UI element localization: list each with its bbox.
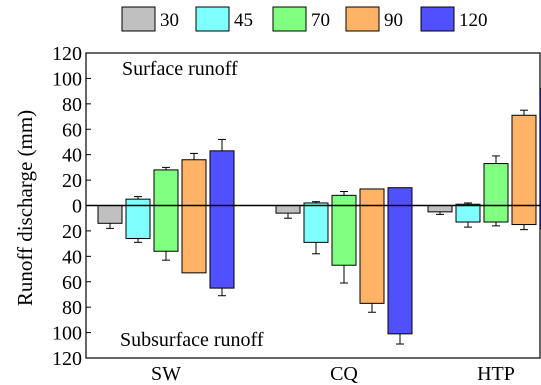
legend-swatch-90 [345,6,380,32]
legend-label-30: 30 [160,10,179,31]
y-tick-label: 80 [62,94,82,116]
bar-surface-SW-45 [125,198,151,206]
bar-subsurface-CQ-120 [387,205,413,335]
x-category-label: HTP [477,363,515,385]
y-tick-label: 20 [62,170,82,192]
y-tick-label: 120 [52,43,82,65]
y-tick-label: 120 [52,348,82,370]
y-tick-label: 60 [62,119,82,141]
bar-surface-SW-90 [181,159,207,206]
bars [97,88,541,345]
bar-subsurface-SW-120 [209,205,235,289]
legend-swatch-70 [272,6,307,32]
legend-label-70: 70 [311,10,330,31]
legend-swatch-30 [121,6,156,32]
y-tick-label: 60 [62,272,82,294]
bar-surface-CQ-90 [359,188,385,207]
legend-label-120: 120 [459,10,488,31]
bar-subsurface-SW-30 [97,205,123,224]
bar-subsurface-CQ-90 [359,205,385,304]
y-tick-label: 100 [52,323,82,345]
y-tick-label: 40 [62,145,82,167]
bar-subsurface-HTP-90 [511,205,537,226]
bar-surface-SW-70 [153,169,179,207]
legend-label-90: 90 [384,10,403,31]
annotation-surface: Surface runoff [122,58,238,80]
bar-surface-SW-120 [209,150,235,207]
bar-surface-HTP-70 [483,163,509,206]
x-category-label: CQ [330,363,358,385]
bar-subsurface-CQ-70 [331,205,357,266]
y-tick-label: 20 [62,221,82,243]
x-category-label: SW [151,363,181,385]
bar-surface-HTP-90 [511,114,537,206]
axes: 120 100 80 60 40 20 0 20 40 60 80 100 120 SW CQ HTP [52,43,541,385]
legend-swatch-45 [195,6,230,32]
y-tick-label: 0 [72,196,82,218]
annotation-subsurface: Subsurface runoff [120,329,264,351]
bar-subsurface-HTP-45 [455,205,481,223]
legend-swatch-120 [420,6,455,32]
legend: 30 45 70 90 120 [121,6,488,32]
bar-subsurface-HTP-70 [483,205,509,223]
y-tick-label: 80 [62,297,82,319]
bar-subsurface-HTP-30 [427,205,453,213]
bar-subsurface-SW-45 [125,205,151,240]
bar-surface-CQ-120 [387,187,413,206]
y-axis-title: Runoff discharge (mm) [13,110,37,306]
bar-subsurface-CQ-30 [275,205,301,214]
bar-surface-CQ-70 [331,194,357,206]
y-tick-label: 100 [52,68,82,90]
y-tick-label: 40 [62,246,82,268]
legend-label-45: 45 [234,10,253,31]
bar-subsurface-CQ-45 [303,205,329,243]
bar-subsurface-SW-70 [153,205,179,252]
bar-subsurface-SW-90 [181,205,207,274]
